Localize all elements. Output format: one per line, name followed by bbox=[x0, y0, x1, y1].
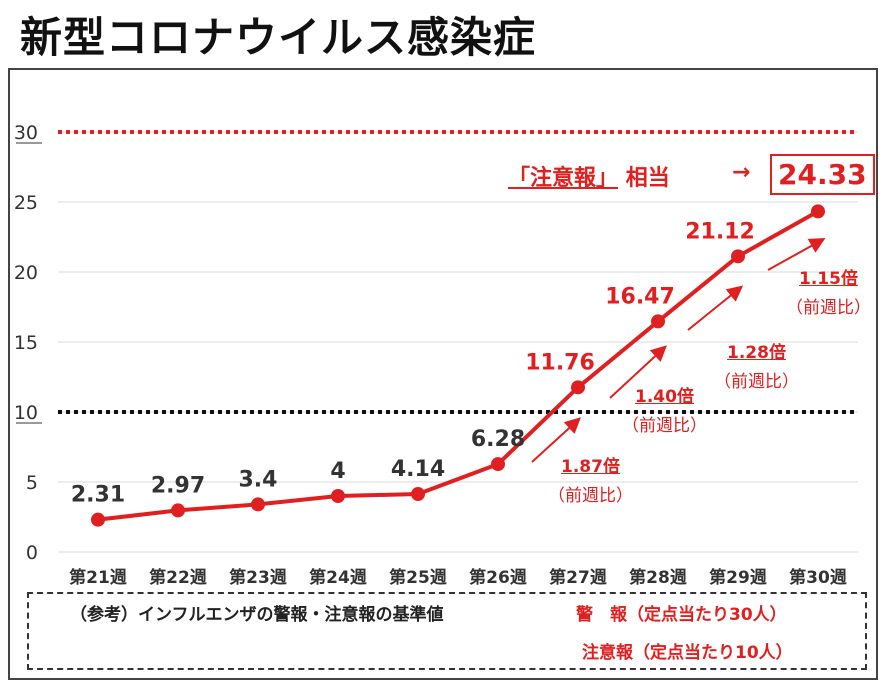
advisory-annotation: 「注意報」 相当 bbox=[508, 160, 670, 192]
x-tick-label: 第28週 bbox=[629, 567, 687, 588]
y-tick-label: 25 bbox=[14, 192, 38, 214]
data-label: 4 bbox=[330, 459, 345, 484]
reference-box bbox=[27, 592, 867, 670]
reference-label: （参考）インフルエンザの警報・注意報の基準値 bbox=[70, 605, 444, 625]
data-label: 21.12 bbox=[685, 219, 755, 244]
y-tick-label: 15 bbox=[14, 332, 38, 354]
data-point bbox=[91, 512, 105, 527]
data-point bbox=[171, 503, 185, 518]
growth-arrow-icon bbox=[767, 238, 826, 271]
reference-advisory: 注意報（定点当たり10人） bbox=[582, 643, 793, 663]
ratio-label-29: 1.28倍 （前週比） bbox=[714, 338, 799, 392]
x-tick-label: 第29週 bbox=[709, 567, 767, 588]
ratio-value: 1.28倍 bbox=[727, 343, 786, 363]
ratio-caption: （前週比） bbox=[548, 486, 633, 506]
ratio-value: 1.87倍 bbox=[561, 457, 620, 477]
y-tick-label: 0 bbox=[26, 542, 38, 564]
data-label: 11.76 bbox=[525, 350, 595, 375]
x-tick-label: 第26週 bbox=[469, 567, 527, 588]
right-arrow-icon: → bbox=[732, 160, 751, 185]
x-tick-label: 第22週 bbox=[149, 567, 207, 588]
data-label: 2.97 bbox=[151, 473, 205, 498]
x-tick-label: 第24週 bbox=[309, 567, 367, 588]
data-point bbox=[491, 457, 505, 472]
growth-arrow-icon bbox=[609, 345, 667, 399]
final-value-box: 24.33 bbox=[770, 154, 875, 195]
x-tick-label: 第25週 bbox=[389, 567, 447, 588]
y-tick-label: 10 bbox=[14, 402, 38, 424]
ratio-caption: （前週比） bbox=[714, 372, 799, 392]
data-point bbox=[731, 249, 745, 264]
ratio-label-30: 1.15倍 （前週比） bbox=[786, 264, 871, 318]
advisory-suffix: 相当 bbox=[625, 166, 670, 191]
x-tick-label: 第30週 bbox=[789, 567, 847, 588]
ratio-label-27: 1.87倍 （前週比） bbox=[548, 452, 633, 506]
data-label: 3.4 bbox=[239, 467, 278, 492]
data-label: 2.31 bbox=[71, 483, 125, 508]
data-label: 6.28 bbox=[471, 427, 525, 452]
page-title: 新型コロナウイルス感染症 bbox=[20, 13, 537, 62]
y-tick-label: 20 bbox=[14, 262, 38, 284]
ratio-label-28: 1.40倍 （前週比） bbox=[622, 382, 707, 436]
x-tick-label: 第27週 bbox=[549, 567, 607, 588]
reference-alert: 警 報（定点当たり30人） bbox=[576, 605, 787, 625]
ratio-value: 1.40倍 bbox=[635, 387, 694, 407]
ratio-caption: （前週比） bbox=[622, 416, 707, 436]
data-point bbox=[571, 380, 585, 395]
data-point bbox=[331, 489, 345, 503]
ratio-caption: （前週比） bbox=[786, 298, 871, 318]
x-tick-label: 第21週 bbox=[69, 567, 127, 588]
growth-arrow-icon bbox=[687, 285, 744, 331]
x-tick-label: 第23週 bbox=[229, 567, 287, 588]
data-point bbox=[411, 487, 425, 502]
series-line bbox=[97, 209, 819, 522]
data-point bbox=[651, 314, 665, 329]
data-point bbox=[811, 204, 825, 219]
data-label: 4.14 bbox=[391, 457, 445, 482]
growth-arrow-icon bbox=[531, 417, 581, 463]
data-point bbox=[251, 497, 265, 512]
ratio-value: 1.15倍 bbox=[799, 269, 858, 289]
data-label: 16.47 bbox=[605, 284, 675, 309]
advisory-label: 「注意報」 bbox=[508, 166, 619, 191]
chart-panel bbox=[8, 68, 878, 680]
y-tick-label: 30 bbox=[14, 122, 38, 144]
y-tick-label: 5 bbox=[26, 472, 38, 494]
